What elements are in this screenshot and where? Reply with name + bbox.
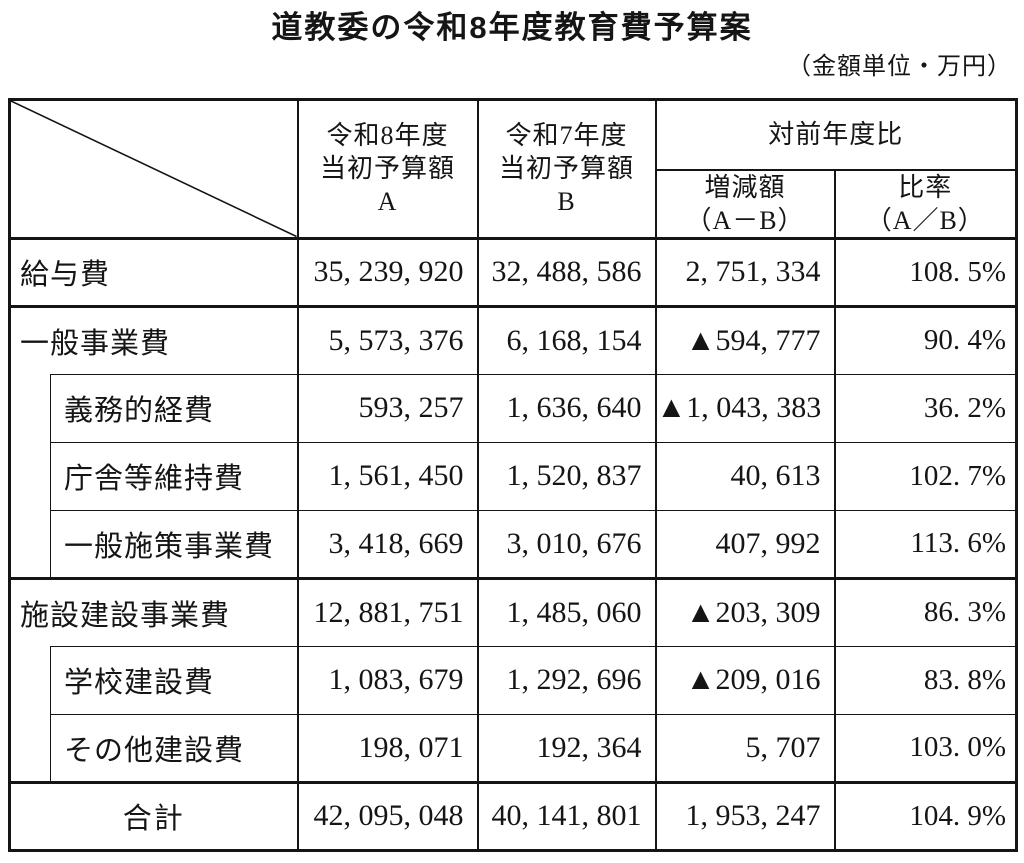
row-label: その他建設費 — [50, 714, 299, 784]
row-label: 一般施策事業費 — [50, 510, 299, 580]
value-ratio: 86. 3% — [833, 578, 1018, 647]
value-b: 1, 636, 640 — [476, 374, 657, 443]
value-diff: 407, 992 — [654, 510, 836, 580]
value-a: 5, 573, 376 — [296, 306, 479, 375]
table-row: 学校建設費 1, 083, 679 1, 292, 696 ▲209, 016 … — [8, 645, 1018, 715]
value-ratio: 108. 5% — [833, 238, 1018, 308]
budget-table: 令和8年度 当初予算額 A 令和7年度 当初予算額 B 対前年度比 増減額 （A… — [8, 98, 1019, 852]
header-line: A — [377, 187, 398, 217]
value-diff: ▲209, 016 — [654, 646, 836, 715]
value-a: 35, 239, 920 — [296, 238, 479, 308]
value-diff: 2, 751, 334 — [654, 238, 836, 308]
row-label: 給与費 — [8, 238, 299, 308]
value-ratio: 104. 9% — [833, 782, 1018, 850]
header-line: （A／B） — [865, 205, 985, 235]
table-row: 給与費 35, 239, 920 32, 488, 586 2, 751, 33… — [8, 238, 1018, 308]
value-b: 6, 168, 154 — [476, 306, 657, 375]
header-line: 令和7年度 — [505, 121, 628, 151]
value-b: 1, 292, 696 — [476, 646, 657, 715]
value-diff: 40, 613 — [654, 442, 836, 511]
value-b: 1, 485, 060 — [476, 578, 657, 647]
value-b: 1, 520, 837 — [476, 442, 657, 511]
value-diff: 5, 707 — [654, 714, 836, 784]
value-ratio: 83. 8% — [833, 646, 1018, 715]
value-diff: ▲594, 777 — [654, 306, 836, 375]
value-a: 1, 083, 679 — [296, 646, 479, 715]
value-ratio: 36. 2% — [833, 374, 1018, 443]
value-a: 3, 418, 669 — [296, 510, 479, 580]
value-a: 198, 071 — [296, 714, 479, 784]
value-ratio: 113. 6% — [833, 510, 1018, 580]
row-label: 一般事業費 — [8, 306, 299, 374]
indent-cell — [8, 646, 51, 714]
value-ratio: 102. 7% — [833, 442, 1018, 511]
table-row: 一般施策事業費 3, 418, 669 3, 010, 676 407, 992… — [8, 510, 1018, 580]
indent-cell — [8, 510, 51, 580]
header-line: 当初予算額 — [319, 154, 455, 184]
row-label: 学校建設費 — [50, 645, 299, 715]
total-label: 合計 — [8, 782, 299, 850]
value-diff: ▲203, 309 — [654, 578, 836, 647]
header-line: 増減額 — [704, 172, 786, 202]
value-diff: ▲1, 043, 383 — [654, 374, 836, 443]
indent-cell — [8, 374, 51, 442]
header-reiwa8-budget: 令和8年度 当初予算額 A — [296, 99, 479, 240]
value-a: 1, 561, 450 — [296, 442, 479, 511]
table-row: その他建設費 198, 071 192, 364 5, 707 103. 0% — [8, 714, 1018, 784]
value-a: 593, 257 — [296, 374, 479, 443]
row-label: 庁舎等維持費 — [50, 442, 299, 511]
value-a: 12, 881, 751 — [296, 578, 479, 647]
value-b: 32, 488, 586 — [476, 238, 657, 308]
value-diff: 1, 953, 247 — [654, 782, 836, 850]
diagonal-line — [11, 101, 296, 236]
table-row: 施設建設事業費 12, 881, 751 1, 485, 060 ▲203, 3… — [8, 578, 1018, 647]
indent-cell — [8, 714, 51, 784]
header-reiwa7-budget: 令和7年度 当初予算額 B — [476, 99, 657, 240]
header-line: 当初予算額 — [498, 154, 634, 184]
table-row: 一般事業費 5, 573, 376 6, 168, 154 ▲594, 777 … — [8, 306, 1018, 375]
corner-cell — [8, 99, 299, 240]
table-row: 義務的経費 593, 257 1, 636, 640 ▲1, 043, 383 … — [8, 373, 1018, 443]
page-title: 道教委の令和8年度教育費予算案 — [271, 10, 753, 45]
table-row: 庁舎等維持費 1, 561, 450 1, 520, 837 40, 613 1… — [8, 442, 1018, 511]
header-ratio: 比率 （A／B） — [833, 169, 1018, 240]
row-label: 義務的経費 — [50, 373, 299, 443]
indent-cell — [8, 442, 51, 510]
header-diff: 増減額 （A－B） — [654, 169, 836, 240]
row-label: 施設建設事業費 — [8, 578, 299, 646]
unit-note: （金額単位・万円） — [787, 54, 1012, 80]
header-line: 比率 — [898, 172, 953, 202]
table-row-total: 合計 42, 095, 048 40, 141, 801 1, 953, 247… — [8, 782, 1018, 850]
value-a: 42, 095, 048 — [296, 782, 479, 850]
value-ratio: 103. 0% — [833, 714, 1018, 784]
value-ratio: 90. 4% — [833, 306, 1018, 375]
header-yoy-group: 対前年度比 — [654, 99, 1018, 171]
header-line: （A－B） — [685, 205, 805, 235]
value-b: 3, 010, 676 — [476, 510, 657, 580]
header-line: 令和8年度 — [326, 121, 449, 151]
value-b: 192, 364 — [476, 714, 657, 784]
value-b: 40, 141, 801 — [476, 782, 657, 850]
header-line: B — [557, 187, 576, 217]
